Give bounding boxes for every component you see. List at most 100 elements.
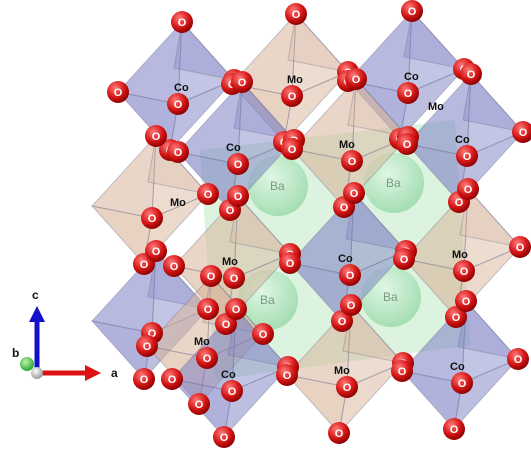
- co-octahedron-face: [453, 358, 519, 431]
- oxygen-atom: O: [339, 264, 361, 286]
- oxygen-label: O: [460, 266, 469, 278]
- mo-label: Mo: [334, 365, 350, 377]
- oxygen-sphere: [167, 93, 189, 115]
- oxygen-atom: O: [223, 267, 245, 289]
- axis-indicator[interactable]: c b a: [12, 288, 118, 381]
- oxygen-atom: O: [393, 248, 415, 270]
- oxygen-atom: O: [167, 93, 189, 115]
- oxygen-atom: O: [196, 347, 218, 369]
- oxygen-sphere: [167, 141, 189, 163]
- co-octahedron-face: [223, 366, 289, 439]
- oxygen-label: O: [347, 300, 356, 312]
- co-label: Co: [174, 82, 189, 94]
- a-axis-arrowhead: [85, 365, 101, 381]
- co-octahedron: [116, 20, 236, 152]
- oxygen-label: O: [398, 366, 407, 378]
- co-octahedron-face: [173, 20, 236, 81]
- oxygen-sphere: [161, 368, 183, 390]
- mo-octahedron-face: [338, 362, 404, 435]
- oxygen-sphere: [339, 264, 361, 286]
- oxygen-atom: O: [507, 348, 529, 370]
- oxygen-sphere: [397, 82, 419, 104]
- oxygen-sphere: [279, 252, 301, 274]
- oxygen-sphere: [455, 290, 477, 312]
- mo-label: Mo: [222, 256, 238, 268]
- co-octahedron-face: [233, 80, 296, 141]
- oxygen-atom: O: [340, 294, 362, 316]
- mo-octahedron-face: [347, 77, 410, 138]
- co-label: Co: [221, 369, 236, 381]
- ba-label: Ba: [383, 290, 398, 304]
- oxygen-label: O: [174, 147, 183, 159]
- co-label: Co: [450, 361, 465, 373]
- oxygen-sphere: [328, 422, 350, 444]
- oxygen-atom: O: [456, 145, 478, 167]
- oxygen-label: O: [400, 254, 409, 266]
- co-octahedron-face: [169, 79, 235, 152]
- oxygen-atom: O: [163, 255, 185, 277]
- oxygen-atom: O: [509, 236, 531, 258]
- co-octahedron-face: [403, 9, 466, 70]
- oxygen-label: O: [452, 312, 461, 324]
- oxygen-label: O: [207, 271, 216, 283]
- mo-octahedron: [230, 12, 350, 144]
- oxygen-atom: O: [221, 380, 243, 402]
- mo-label: Mo: [452, 249, 468, 261]
- c-axis-arrowhead: [29, 306, 45, 322]
- ba-label: Ba: [270, 179, 285, 193]
- oxygen-label: O: [288, 91, 297, 103]
- oxygen-atom: O: [331, 310, 353, 332]
- oxygen-atom: O: [231, 71, 253, 93]
- oxygen-atom: O: [341, 150, 363, 172]
- mo-label: Mo: [339, 139, 355, 151]
- c-axis-label: c: [32, 288, 39, 302]
- oxygen-atom: O: [281, 138, 303, 160]
- co-octahedron: [176, 80, 296, 212]
- oxygen-label: O: [292, 9, 301, 21]
- oxygen-atom: O: [225, 298, 247, 320]
- axis-origin: [31, 367, 43, 379]
- oxygen-sphere: [285, 3, 307, 25]
- ba-labels: Ba Ba Ba Ba: [260, 176, 401, 307]
- oxygen-atom: O: [141, 207, 163, 229]
- oxygen-atom: O: [145, 240, 167, 262]
- oxygen-label: O: [450, 424, 459, 436]
- oxygen-label: O: [404, 88, 413, 100]
- oxygen-sphere: [145, 125, 167, 147]
- co-label: Co: [226, 142, 241, 154]
- metal-labels: Co Mo Co Mo Co Mo Co Mo Mo Co Mo Mo Co M…: [170, 71, 470, 381]
- oxygen-atom: O: [445, 306, 467, 328]
- oxygen-sphere: [231, 71, 253, 93]
- oxygen-sphere: [396, 133, 418, 155]
- b-axis-label: b: [12, 346, 19, 360]
- oxygen-sphere: [225, 298, 247, 320]
- oxygen-atom: O: [197, 183, 219, 205]
- co-label: Co: [404, 71, 419, 83]
- oxygen-label: O: [343, 382, 352, 394]
- oxygen-label: O: [234, 191, 243, 203]
- oxygen-label: O: [467, 69, 476, 81]
- oxygen-label: O: [170, 261, 179, 273]
- co-label: Co: [338, 253, 353, 265]
- co-octahedron-face: [147, 249, 210, 310]
- oxygen-atom: O: [391, 360, 413, 382]
- oxygen-atom: O: [512, 121, 531, 143]
- oxygen-sphere: [391, 360, 413, 382]
- oxygen-label: O: [348, 156, 357, 168]
- oxygen-label: O: [514, 354, 523, 366]
- mo-label: Mo: [428, 101, 444, 113]
- oxygen-sphere: [331, 310, 353, 332]
- ba-label: Ba: [386, 176, 401, 190]
- oxygen-sphere: [443, 418, 465, 440]
- oxygen-sphere: [223, 267, 245, 289]
- oxygen-atom: O: [443, 418, 465, 440]
- oxygen-label: O: [203, 353, 212, 365]
- mo-label: Mo: [287, 74, 303, 86]
- oxygen-sphere: [453, 260, 475, 282]
- oxygen-sphere: [197, 298, 219, 320]
- oxygen-sphere: [451, 372, 473, 394]
- co-octahedron-face: [399, 68, 465, 141]
- oxygen-label: O: [143, 341, 152, 353]
- oxygen-atom: O: [161, 368, 183, 390]
